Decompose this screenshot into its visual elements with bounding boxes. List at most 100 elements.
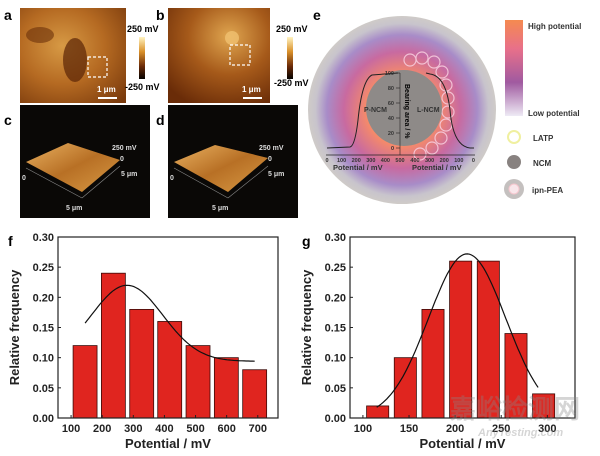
origin-label: 0 (22, 175, 26, 182)
legend-ncm: NCM (533, 159, 552, 168)
legend-latp: LATP (533, 134, 554, 143)
e-y-tick-label: 20 (388, 131, 394, 137)
ncm-icon (507, 155, 521, 169)
y-axis-label: 5 μm (268, 171, 284, 178)
dark-region (26, 27, 54, 43)
e-x-tick-label: 400 (381, 158, 390, 164)
x-tick-label: 400 (155, 423, 173, 435)
z-axis-zero: 0 (268, 156, 272, 163)
e-x-label-right: Potential / mV (412, 163, 462, 172)
x-tick-label: 150 (400, 423, 418, 435)
panel-label-d: d (156, 112, 165, 128)
e-x-label-left: Potential / mV (333, 163, 383, 172)
e-y-tick-label: 60 (388, 101, 394, 107)
y-tick-label: 0.00 (33, 413, 54, 425)
gaussian-fit-curve (376, 253, 539, 408)
scalebar-label: 1 μm (97, 85, 116, 94)
histogram-bar (185, 345, 211, 419)
watermark-cn: 嘉峪检测网 (450, 394, 580, 424)
axis (227, 165, 269, 199)
x-tick-label: 250 (492, 423, 510, 435)
e-x-tick-label: 200 (352, 158, 361, 164)
histogram-bar (393, 357, 417, 419)
x-tick-label: 500 (186, 423, 204, 435)
potential-colorbar (505, 20, 523, 116)
x-tick-label: 200 (93, 423, 111, 435)
e-x-tick-label: 300 (425, 158, 434, 164)
latp-icon (507, 130, 521, 144)
e-x-tick-label: 400 (410, 158, 419, 164)
x-axis-label: 5 μm (212, 205, 228, 212)
legend-high-potential: High potential (528, 22, 581, 31)
axis (81, 165, 121, 199)
y-tick-label: 0.15 (325, 323, 346, 335)
x-axis-label: Potential / mV (420, 436, 506, 451)
y-tick-label: 0.20 (325, 292, 346, 304)
bearing-curve-left (326, 72, 399, 149)
y-tick-label: 0.05 (325, 383, 346, 395)
p-ncm-label: P-NCM (364, 107, 387, 114)
y-axis-label: Relative frequency (7, 269, 22, 385)
kpfm-image-b (168, 8, 270, 103)
histogram-bar (129, 308, 155, 419)
panel-label-b: b (156, 7, 165, 23)
colorbar-max: 250 mV (276, 24, 308, 34)
e-x-tick-label: 200 (440, 158, 449, 164)
y-tick-label: 0.10 (325, 353, 346, 365)
e-y-tick-label: 0 (391, 146, 394, 152)
e-y-tick-label: 100 (385, 71, 394, 77)
3d-surface-d (174, 145, 268, 192)
y-tick-label: 0.25 (325, 262, 346, 274)
axis (173, 167, 229, 199)
z-axis-label: 250 mV (259, 145, 284, 152)
panel-label-e: e (313, 7, 321, 23)
e-y-ticks: 100 80 60 40 20 0 (385, 71, 400, 152)
e-y-tick-label: 80 (388, 86, 394, 92)
y-tick-label: 0.15 (33, 323, 54, 335)
panel-b: b 1 μm 250 mV -250 mV (156, 7, 309, 103)
e-x-tick-label: 0 (325, 158, 328, 164)
x-tick-label: 600 (217, 423, 235, 435)
x-axis-label: Potential / mV (125, 436, 211, 451)
dark-region (63, 38, 87, 82)
ncm-core (366, 70, 442, 146)
histogram-bar (72, 345, 98, 419)
histogram-bar (213, 357, 239, 419)
panel-d: d 250 mV 0 5 μm 0 5 μm (156, 105, 298, 218)
x-axis-label: 5 μm (66, 205, 82, 212)
e-y-axis-label: Bearing area / % (403, 84, 410, 139)
histogram-bar (366, 405, 390, 419)
origin-label: 0 (170, 175, 174, 182)
y-tick-label: 0.05 (33, 383, 54, 395)
colorbar-min: -250 mV (125, 82, 160, 92)
bearing-curve-right (425, 72, 474, 149)
histogram-bar (242, 369, 268, 419)
watermark: 嘉峪检测网 AnyTesting.com (450, 394, 580, 439)
colorbar-a (139, 37, 145, 79)
y-tick-label: 0.30 (325, 232, 346, 244)
legend-ipn-pea: ipn-PEA (532, 186, 563, 195)
y-tick-label: 0.10 (33, 353, 54, 365)
axis (25, 167, 83, 199)
x-tick-label: 300 (538, 423, 556, 435)
y-tick-label: 0.30 (33, 232, 54, 244)
panel-c: c 250 mV 0 5 μm 0 5 μm (4, 105, 150, 218)
e-x-tick-label: 0 (472, 158, 475, 164)
panel-label-a: a (4, 7, 12, 23)
e-x-tick-label: 500 (395, 158, 404, 164)
e-y-tick-label: 40 (388, 116, 394, 122)
chart-g: 0.00 0.05 0.10 0.15 0.20 0.25 0.30 100 150 200 250… (299, 232, 576, 451)
y-axis-label: 5 μm (121, 171, 137, 178)
colorbar-min: -250 mV (274, 78, 309, 88)
x-tick-label: 300 (124, 423, 142, 435)
z-axis-zero: 0 (120, 156, 124, 163)
e-x-tick-label: 100 (337, 158, 346, 164)
y-tick-label: 0.20 (33, 292, 54, 304)
y-axis-label: Relative frequency (299, 269, 314, 385)
x-tick-label: 100 (62, 423, 80, 435)
histogram-bar (157, 321, 183, 419)
panel-a: a 1 μm 250 mV -250 mV (4, 7, 160, 103)
legend-low-potential: Low potential (528, 109, 580, 118)
